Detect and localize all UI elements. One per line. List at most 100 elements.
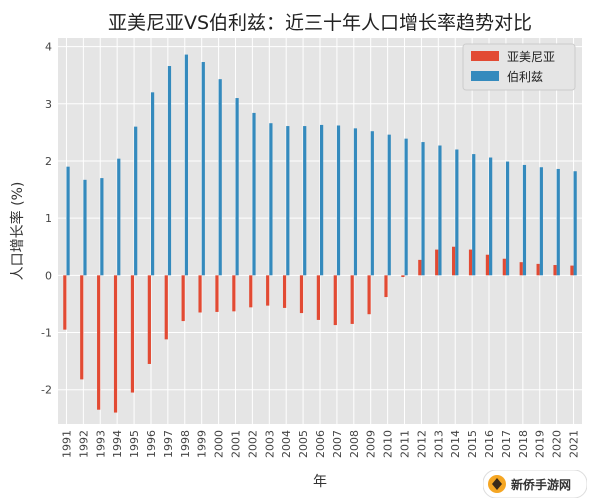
bar-armenia-1996	[147, 275, 151, 364]
y-axis-ticks: -2 -1 0 1 2 3 4	[41, 41, 52, 397]
x-tick-label: 1996	[145, 430, 158, 458]
bar-belize-2017	[505, 161, 510, 276]
x-tick-label: 2014	[449, 430, 462, 458]
bar-armenia-2002	[249, 275, 253, 308]
bar-belize-2002	[252, 112, 256, 276]
bar-belize-2006	[320, 124, 324, 276]
bar-armenia-2003	[266, 275, 270, 306]
bar-belize-2008	[353, 128, 358, 276]
bar-armenia-2017	[502, 258, 506, 276]
watermark-text: 新侨手游网	[511, 477, 571, 492]
bar-armenia-2020	[553, 265, 557, 276]
bar-belize-1991	[66, 166, 70, 276]
watermark-logo: 新侨手游网	[483, 470, 587, 498]
bar-armenia-2019	[536, 263, 540, 276]
x-tick-label: 2017	[500, 430, 513, 458]
x-tick-label: 2002	[246, 430, 259, 458]
bar-armenia-1999	[198, 275, 202, 313]
watermark-icon-mark	[492, 478, 502, 490]
x-tick-label: 2008	[348, 430, 361, 458]
y-axis-label: 人口增长率 (%)	[9, 182, 26, 281]
x-tick-label: 2001	[229, 430, 242, 458]
legend: 亚美尼亚 伯利兹	[462, 43, 576, 91]
x-tick-label: 2011	[399, 430, 412, 458]
bar-belize-2014	[455, 149, 459, 276]
bar-belize-1998	[184, 54, 188, 276]
bar-belize-2016	[489, 157, 493, 276]
x-tick-label: 1995	[128, 430, 141, 458]
bar-armenia-2012	[418, 259, 422, 276]
x-tick-label: 2019	[534, 430, 547, 458]
x-tick-label: 2020	[551, 430, 564, 458]
bar-belize-2010	[387, 134, 391, 276]
bar-armenia-2006	[316, 275, 320, 320]
bar-belize-2009	[370, 131, 374, 276]
bar-belize-1992	[83, 179, 87, 276]
bar-belize-2018	[522, 164, 527, 276]
bar-belize-2015	[472, 154, 476, 276]
bar-belize-1997	[167, 66, 172, 276]
bar-belize-1995	[134, 126, 138, 276]
x-tick-label: 1991	[60, 430, 73, 458]
x-tick-label: 2016	[483, 430, 496, 458]
x-tick-label: 2018	[517, 430, 530, 458]
x-tick-label: 2005	[297, 430, 310, 458]
y-tick-label: -1	[41, 327, 52, 340]
bar-belize-1996	[150, 92, 155, 276]
bar-armenia-2004	[282, 275, 287, 308]
bar-belize-2001	[235, 98, 239, 276]
x-tick-label: 1994	[111, 430, 124, 458]
y-tick-label: 1	[45, 212, 52, 225]
x-tick-label: 2007	[331, 430, 344, 458]
x-tick-label: 2009	[365, 430, 378, 458]
bar-armenia-1992	[80, 275, 84, 380]
x-tick-label: 1997	[162, 430, 175, 458]
bar-armenia-2005	[299, 275, 304, 314]
x-tick-label: 2012	[415, 430, 428, 458]
bar-armenia-2000	[215, 275, 219, 312]
chart-title: 亚美尼亚VS伯利兹：近三十年人口增长率趋势对比	[108, 12, 532, 34]
bar-armenia-2013	[435, 249, 439, 276]
bar-armenia-2010	[384, 275, 388, 298]
x-axis-label: 年	[313, 474, 327, 490]
y-tick-label: 2	[45, 155, 52, 168]
watermark-badge	[483, 470, 587, 498]
bar-armenia-2018	[519, 262, 523, 276]
bar-belize-2007	[336, 125, 341, 276]
x-tick-label: 2004	[280, 430, 293, 458]
y-tick-label: 3	[45, 98, 52, 111]
bar-belize-2019	[539, 167, 543, 276]
bar-belize-2004	[286, 126, 290, 276]
y-tick-label: 0	[45, 269, 52, 282]
x-tick-label: 1998	[179, 430, 192, 458]
bar-belize-2021	[573, 171, 577, 276]
bar-armenia-2021	[570, 265, 574, 276]
bar-belize-2003	[269, 123, 273, 276]
legend-label-belize: 伯利兹	[507, 69, 543, 84]
bar-belize-2013	[438, 145, 442, 276]
bar-belize-1994	[117, 158, 121, 276]
y-tick-label: 4	[45, 41, 52, 54]
x-tick-label: 2021	[568, 430, 581, 458]
bar-belize-1999	[201, 62, 205, 276]
bar-armenia-2011	[401, 275, 405, 278]
bar-belize-2012	[421, 142, 425, 276]
bar-armenia-1994	[113, 275, 118, 413]
x-tick-label: 2010	[382, 430, 395, 458]
bar-armenia-2008	[350, 275, 354, 324]
x-tick-label: 1992	[77, 430, 90, 458]
x-tick-label: 1993	[94, 430, 107, 458]
x-tick-label: 2003	[263, 430, 276, 458]
bar-belize-2005	[303, 126, 307, 276]
bar-belize-2020	[556, 168, 560, 276]
bar-armenia-2014	[452, 246, 456, 276]
legend-swatch-belize	[471, 71, 499, 81]
bar-armenia-2016	[485, 254, 490, 276]
bar-armenia-1991	[63, 275, 67, 330]
x-tick-label: 2015	[466, 430, 479, 458]
bar-belize-1993	[100, 178, 104, 276]
bar-armenia-1998	[181, 275, 185, 322]
bar-armenia-2001	[232, 275, 236, 312]
legend-label-armenia: 亚美尼亚	[507, 50, 555, 64]
